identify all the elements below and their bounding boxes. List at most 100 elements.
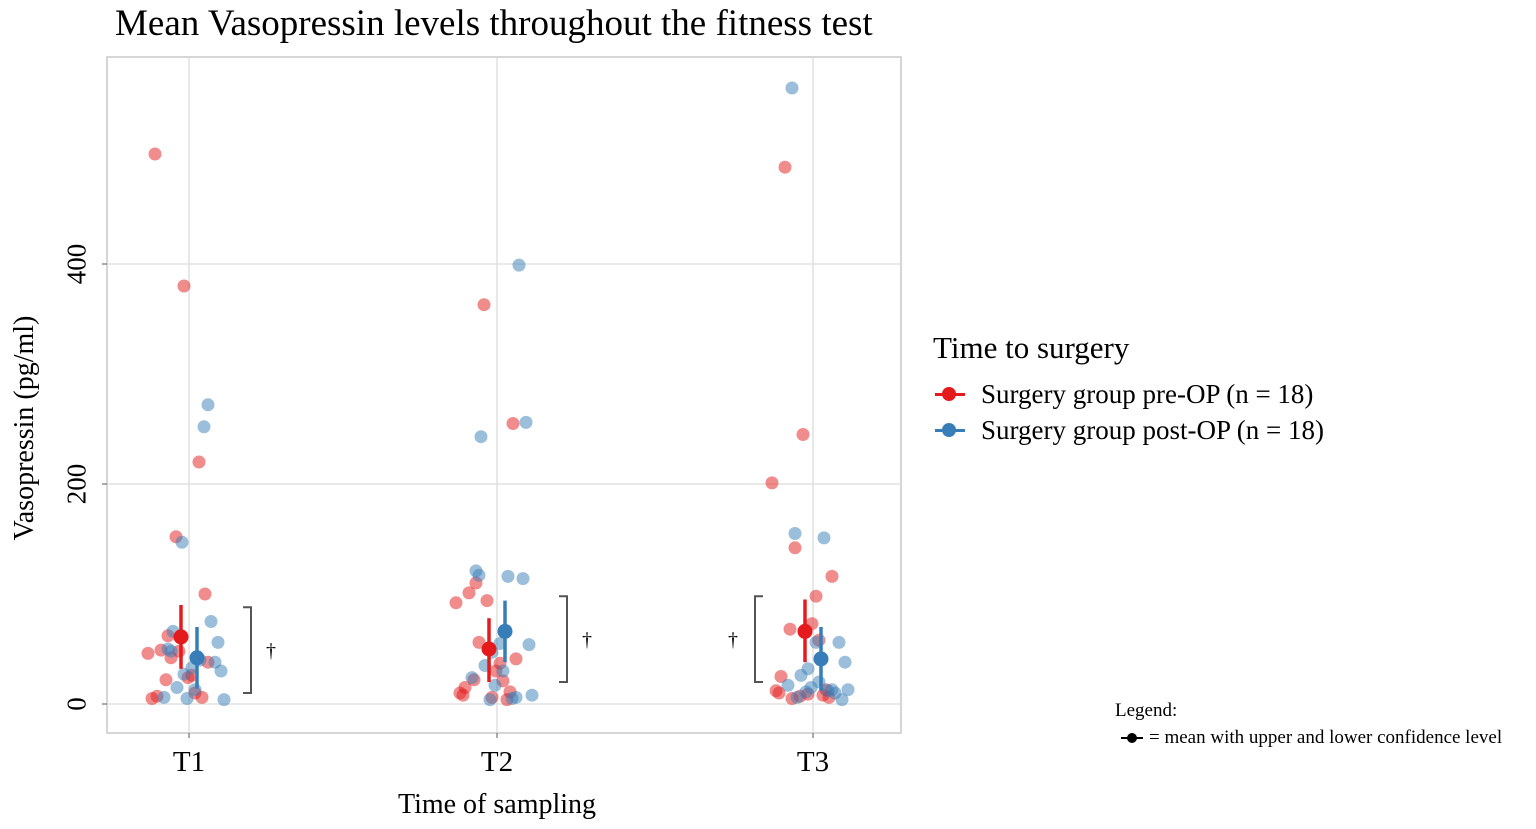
mean-point [481, 641, 497, 657]
mean-ci-icon-dot [1127, 733, 1137, 743]
data-point [778, 160, 792, 174]
data-point [788, 527, 802, 540]
data-point [794, 668, 808, 682]
mean-point [813, 651, 829, 667]
data-point [148, 147, 162, 161]
y-tick-label: 0 [61, 697, 91, 711]
legend-label-pre-op: Surgery group pre-OP (n = 18) [981, 378, 1314, 409]
x-tick-label: T3 [797, 746, 829, 778]
y-axis-label: Vasopressin (pg/ml) [9, 316, 40, 541]
legend-note-text: = mean with upper and lower confidence l… [1149, 727, 1503, 748]
data-point [765, 476, 779, 490]
data-point [198, 587, 212, 601]
data-point [477, 298, 491, 312]
legend: Time to surgery Surgery group pre-OP (n … [933, 330, 1324, 448]
significance-bracket [754, 595, 763, 683]
data-point [465, 671, 479, 685]
significance-layer: † † † [243, 595, 763, 694]
data-point [809, 589, 823, 603]
data-point [781, 678, 795, 692]
data-point [472, 568, 486, 582]
means-layer [173, 599, 829, 691]
x-tick-label: T2 [481, 746, 513, 778]
significance-bracket [559, 595, 568, 683]
data-point [474, 430, 488, 444]
x-axis-label: Time of sampling [398, 789, 596, 820]
data-point [516, 572, 530, 586]
legend-key-dot [942, 423, 956, 437]
data-point [175, 535, 189, 549]
data-point [790, 690, 804, 704]
data-point [835, 693, 849, 707]
data-point [483, 693, 497, 707]
data-point [838, 655, 852, 669]
data-point [512, 258, 526, 272]
data-point [832, 635, 846, 649]
data-point [817, 531, 831, 545]
mean-point [173, 629, 189, 645]
data-point [488, 678, 502, 692]
data-point [519, 415, 533, 429]
axis-layer: 0 200 400 T1 T2 T3 [61, 244, 829, 778]
data-point [197, 420, 211, 434]
data-point [201, 398, 215, 412]
mean-point [497, 623, 513, 639]
mean-point [189, 650, 205, 666]
data-point [774, 670, 788, 683]
data-point [170, 681, 184, 694]
legend-label-post-op: Surgery group post-OP (n = 18) [981, 414, 1324, 445]
data-point [449, 596, 463, 610]
data-point [796, 428, 810, 441]
data-point [788, 541, 802, 555]
legend-note: Legend: = mean with upper and lower conf… [1115, 700, 1502, 749]
data-point [177, 279, 191, 293]
legend-key-pre-op [933, 384, 967, 404]
data-point [204, 615, 218, 628]
legend-key-dot [942, 387, 956, 401]
legend-note-row: = mean with upper and lower confidence l… [1115, 727, 1502, 749]
data-point [501, 569, 515, 583]
mean-point [797, 623, 813, 639]
legend-item-post-op[interactable]: Surgery group post-OP (n = 18) [933, 412, 1324, 448]
data-point [472, 635, 486, 649]
data-point [214, 664, 228, 678]
data-point [841, 683, 855, 697]
data-point [157, 690, 171, 704]
data-point [192, 455, 206, 469]
legend-note-heading: Legend: [1115, 700, 1178, 721]
data-point [145, 692, 159, 705]
data-point [772, 686, 786, 700]
data-point [456, 688, 470, 702]
legend-title: Time to surgery [933, 330, 1130, 365]
data-point [825, 569, 839, 583]
mean-ci-icon [1121, 732, 1143, 744]
data-point [180, 692, 194, 705]
significance-symbol: † [728, 629, 738, 651]
data-point [462, 586, 476, 600]
data-point [522, 638, 536, 652]
chart-title: Mean Vasopressin levels throughout the f… [115, 3, 873, 44]
data-point [217, 693, 231, 707]
significance-symbol: † [582, 629, 592, 651]
data-point [783, 622, 797, 636]
y-tick-label: 200 [61, 464, 91, 505]
data-point [159, 673, 173, 687]
data-point [480, 594, 494, 608]
data-point [211, 635, 225, 649]
data-point [505, 692, 519, 705]
data-point [164, 644, 178, 658]
x-tick-label: T1 [173, 746, 205, 778]
data-point [177, 667, 191, 681]
data-point [509, 652, 523, 666]
data-point [496, 664, 510, 678]
legend-key-post-op [933, 420, 967, 440]
legend-item-pre-op[interactable]: Surgery group pre-OP (n = 18) [933, 376, 1324, 412]
points-layer [141, 81, 855, 707]
data-point [506, 417, 520, 430]
data-point [141, 646, 155, 660]
y-tick-label: 400 [61, 244, 91, 285]
data-point [525, 688, 539, 702]
significance-bracket [243, 606, 252, 694]
significance-symbol: † [266, 640, 276, 662]
